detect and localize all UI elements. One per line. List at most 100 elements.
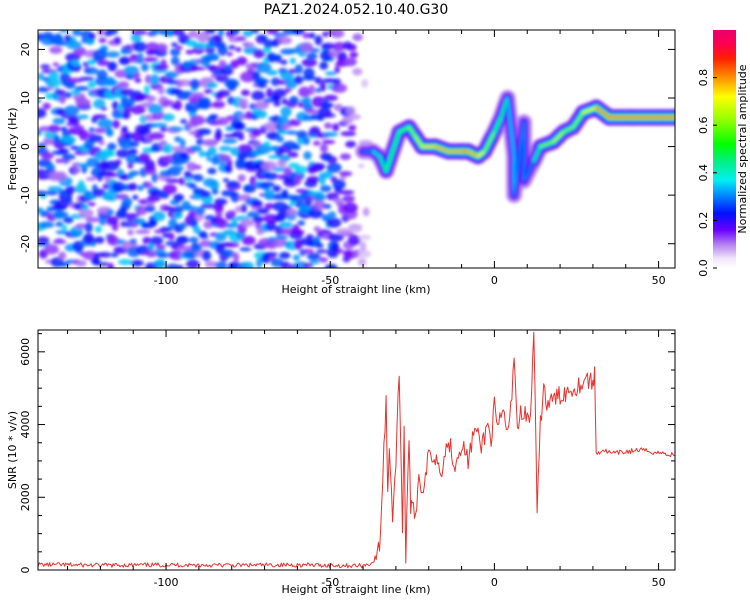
noise-blob xyxy=(63,216,74,224)
noise-blob xyxy=(179,138,186,149)
noise-blob xyxy=(214,41,226,49)
noise-blob xyxy=(188,30,198,39)
noise-blob xyxy=(179,222,187,230)
snr-ytick-label: 6000 xyxy=(19,338,32,366)
noise-blob xyxy=(52,62,60,67)
spectrogram-xtick-label: 50 xyxy=(652,274,666,287)
noise-blob xyxy=(54,211,69,218)
noise-blob xyxy=(65,198,73,205)
colorbar-label: Normalized spectral amplitude xyxy=(736,64,749,233)
noise-blob xyxy=(52,117,66,125)
ridge-segment xyxy=(500,97,509,119)
noise-blob xyxy=(134,72,141,79)
noise-blob xyxy=(230,261,241,268)
noise-blob xyxy=(238,98,249,106)
noise-blob xyxy=(336,228,352,235)
snr-xtick-label: 50 xyxy=(652,576,666,589)
noise-blob xyxy=(333,197,343,204)
noise-blob xyxy=(207,146,217,157)
noise-blob xyxy=(224,163,233,174)
noise-blob xyxy=(264,202,275,210)
spectrogram-ytick-label: -20 xyxy=(19,235,32,253)
noise-blob xyxy=(361,79,369,88)
noise-blob xyxy=(255,143,272,155)
noise-blob xyxy=(128,148,138,156)
noise-blob xyxy=(257,82,267,89)
noise-blob xyxy=(77,114,89,120)
noise-blob xyxy=(151,218,158,227)
noise-blob xyxy=(64,91,72,99)
noise-blob xyxy=(94,225,102,233)
noise-blob xyxy=(169,48,181,57)
noise-blob xyxy=(306,176,321,183)
noise-blob xyxy=(240,203,247,213)
noise-blob xyxy=(107,142,117,151)
noise-blob xyxy=(66,40,82,50)
noise-blob xyxy=(38,190,49,196)
noise-blob xyxy=(332,179,346,190)
ridge-segment xyxy=(595,106,611,119)
noise-blob xyxy=(68,115,81,124)
ridge-segment xyxy=(483,131,496,153)
noise-blob xyxy=(155,43,168,52)
noise-blob xyxy=(199,190,211,198)
noise-blob xyxy=(120,98,135,108)
colorbar-tick-label: 0.2 xyxy=(697,212,710,230)
noise-blob xyxy=(319,185,332,193)
ridge-segment xyxy=(582,106,598,114)
noise-blob xyxy=(88,134,104,143)
noise-blob xyxy=(296,130,308,139)
noise-blob xyxy=(99,45,109,51)
noise-blob xyxy=(155,244,166,250)
noise-blob xyxy=(239,71,256,83)
noise-blob xyxy=(38,128,43,136)
noise-blob xyxy=(227,210,237,216)
noise-blob xyxy=(180,119,188,124)
noise-blob xyxy=(305,109,320,114)
noise-blob xyxy=(175,45,183,50)
noise-blob xyxy=(143,56,159,63)
noise-blob xyxy=(213,34,223,43)
noise-blob xyxy=(54,200,69,210)
spectrogram-heatmap xyxy=(38,30,675,268)
noise-blob xyxy=(216,218,228,229)
noise-blob xyxy=(58,262,70,267)
noise-blob xyxy=(55,171,67,181)
noise-blob xyxy=(150,236,164,246)
noise-blob xyxy=(251,70,261,80)
noise-blob xyxy=(277,36,293,45)
noise-blob xyxy=(38,236,50,244)
noise-blob xyxy=(98,252,112,258)
noise-blob xyxy=(46,163,56,172)
noise-blob xyxy=(42,127,50,132)
noise-blob xyxy=(306,252,321,261)
noise-blob xyxy=(263,39,274,49)
noise-blob xyxy=(83,233,94,244)
snr-xtick-label: -50 xyxy=(321,576,339,589)
noise-blob xyxy=(64,34,71,43)
noise-blob xyxy=(173,193,185,202)
noise-blob xyxy=(193,174,204,182)
noise-blob xyxy=(222,249,235,258)
noise-blob xyxy=(262,46,272,53)
noise-blob xyxy=(265,220,277,232)
noise-blob xyxy=(208,114,219,120)
noise-blob xyxy=(184,101,200,112)
noise-blob xyxy=(322,131,339,137)
colorbar-axis: 0.0 0.2 0.4 0.6 0.8 xyxy=(697,69,717,277)
noise-blob xyxy=(324,263,338,268)
noise-blob xyxy=(61,224,68,231)
noise-blob xyxy=(202,139,219,147)
noise-blob xyxy=(217,89,231,97)
noise-blob xyxy=(279,251,291,260)
noise-blob xyxy=(143,84,150,95)
noise-blob xyxy=(240,219,255,227)
noise-blob xyxy=(215,212,223,218)
noise-blob xyxy=(347,43,357,52)
spectrogram-ytick-label: -10 xyxy=(19,186,32,204)
noise-blob xyxy=(308,32,316,39)
noise-blob xyxy=(277,115,289,125)
noise-blob xyxy=(85,177,97,181)
noise-blob xyxy=(322,203,332,210)
